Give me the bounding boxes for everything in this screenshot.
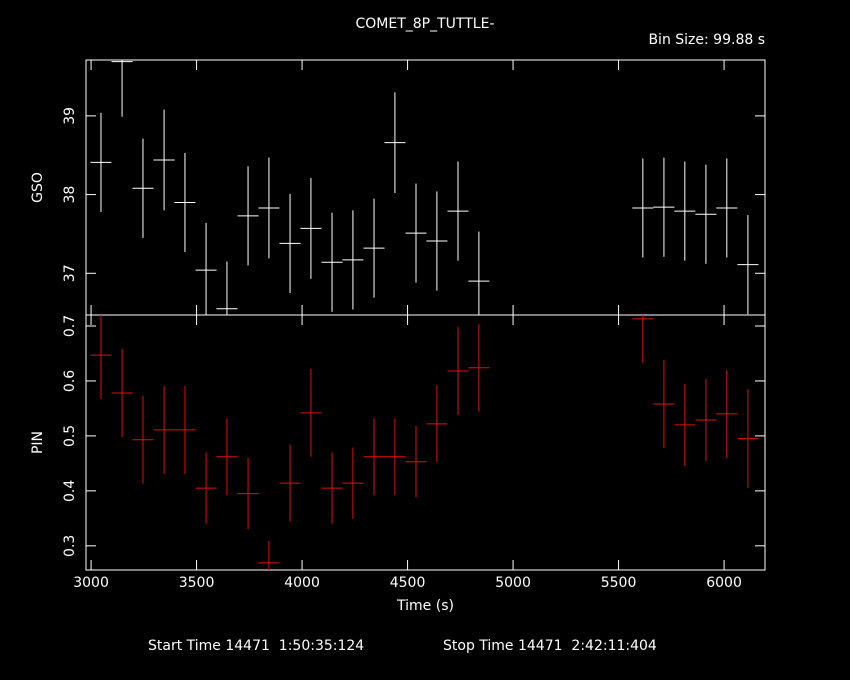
y-tick-label: 0.5	[62, 425, 78, 447]
chart-title: COMET_8P_TUTTLE-	[356, 16, 495, 32]
x-tick-label: 5000	[495, 575, 531, 591]
start-time: Start Time 14471 1:50:35:124	[148, 638, 364, 654]
y-tick-label: 39	[62, 107, 78, 125]
x-tick-label: 6000	[706, 575, 742, 591]
y-axis-label: PIN	[30, 431, 46, 454]
x-axis-label: Time (s)	[396, 598, 454, 614]
y-axis-label: GSO	[30, 172, 46, 203]
x-tick-label: 3000	[73, 575, 109, 591]
y-tick-label: 0.3	[62, 535, 78, 557]
x-tick-label: 5500	[601, 575, 637, 591]
y-tick-label: 0.4	[62, 480, 78, 502]
series	[90, 60, 759, 315]
series	[90, 315, 759, 570]
bin-size: Bin Size: 99.88 s	[648, 32, 765, 48]
x-tick-label: 3500	[179, 575, 215, 591]
x-tick-label: 4500	[390, 575, 426, 591]
y-tick-label: 38	[62, 186, 78, 204]
y-tick-label: 0.7	[62, 315, 78, 337]
stop-time: Stop Time 14471 2:42:11:404	[443, 638, 657, 654]
x-tick-label: 4000	[284, 575, 320, 591]
y-tick-label: 37	[62, 264, 78, 282]
y-tick-label: 0.6	[62, 370, 78, 392]
